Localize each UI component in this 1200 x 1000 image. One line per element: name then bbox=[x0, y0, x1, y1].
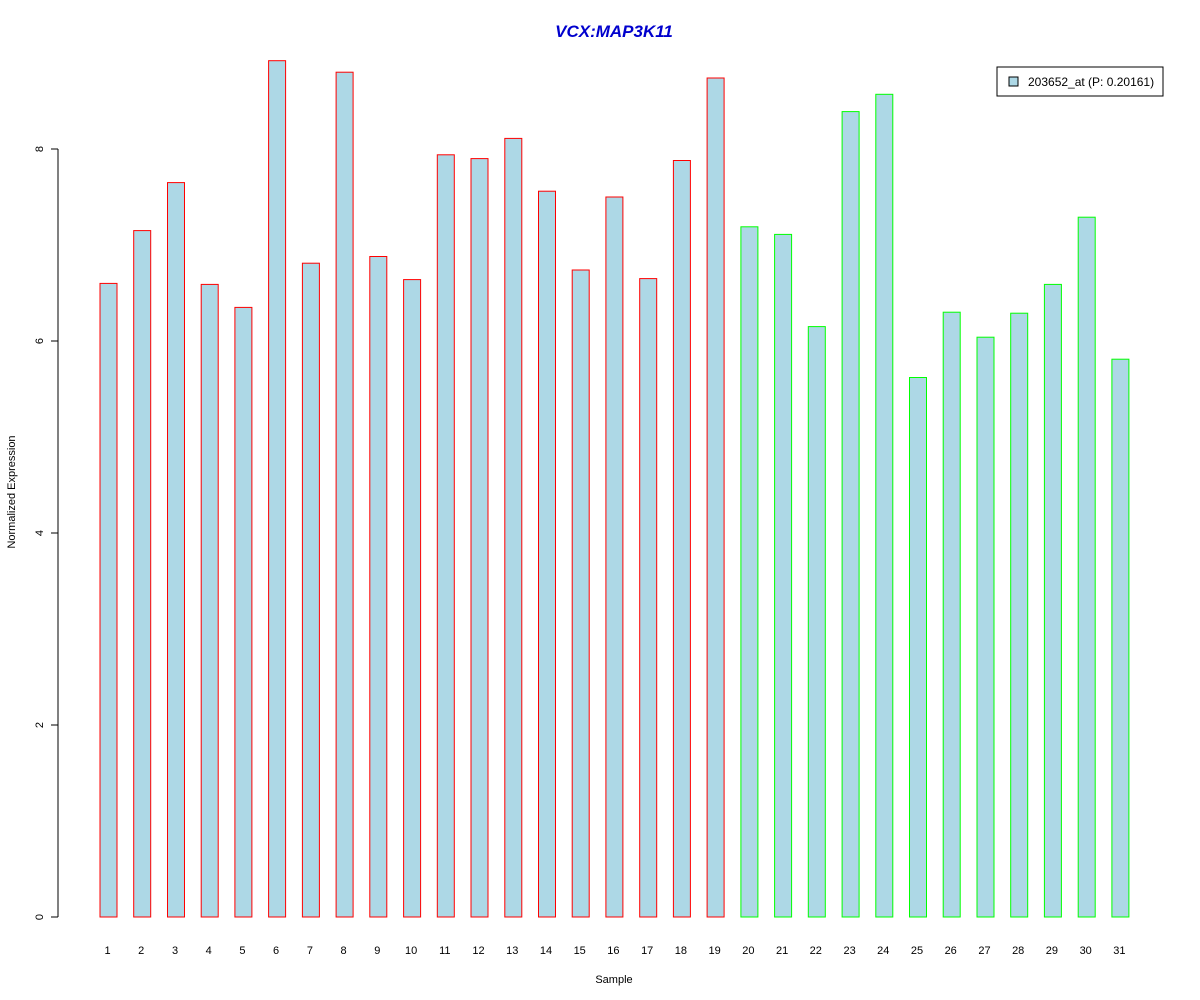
legend: 203652_at (P: 0.20161) bbox=[996, 66, 1164, 97]
bar-sample-19 bbox=[706, 77, 725, 918]
y-tick-label: 0 bbox=[34, 914, 46, 920]
y-tick-label: 6 bbox=[34, 338, 46, 344]
x-tick-label: 29 bbox=[1046, 945, 1058, 957]
bar-sample-23 bbox=[841, 111, 860, 918]
x-tick-label: 31 bbox=[1113, 945, 1125, 957]
bar-sample-22 bbox=[807, 326, 826, 918]
x-tick-label: 8 bbox=[341, 945, 347, 957]
bar-sample-4 bbox=[200, 283, 219, 918]
bar-sample-25 bbox=[909, 377, 927, 918]
x-tick-label: 18 bbox=[675, 945, 687, 957]
x-tick-label: 6 bbox=[273, 945, 279, 957]
bar-sample-27 bbox=[976, 336, 995, 918]
x-tick-label: 1 bbox=[104, 945, 110, 957]
x-tick-label: 28 bbox=[1012, 945, 1024, 957]
y-axis: 0 2 4 6 8 bbox=[34, 146, 59, 920]
bar-sample-21 bbox=[774, 233, 793, 918]
x-tick-label: 3 bbox=[172, 945, 178, 957]
x-tick-label: 23 bbox=[843, 945, 855, 957]
x-tick-label: 22 bbox=[810, 945, 822, 957]
bar-sample-17 bbox=[639, 278, 658, 918]
bar-sample-31 bbox=[1111, 358, 1130, 918]
bar-sample-12 bbox=[470, 158, 489, 918]
bar-sample-24 bbox=[875, 93, 894, 918]
bar-sample-3 bbox=[167, 182, 185, 918]
bar-sample-30 bbox=[1077, 216, 1096, 918]
x-tick-label: 25 bbox=[911, 945, 923, 957]
bar-sample-8 bbox=[335, 71, 354, 918]
x-tick-label: 9 bbox=[374, 945, 380, 957]
x-tick-label: 24 bbox=[877, 945, 889, 957]
x-tick-label: 27 bbox=[978, 945, 990, 957]
x-tick-label: 30 bbox=[1080, 945, 1092, 957]
bar-sample-28 bbox=[1010, 312, 1029, 918]
x-tick-label: 26 bbox=[945, 945, 957, 957]
x-tick-label: 20 bbox=[742, 945, 754, 957]
bar-sample-18 bbox=[672, 160, 691, 918]
bar-sample-2 bbox=[133, 230, 152, 918]
bar-sample-13 bbox=[504, 137, 523, 918]
x-tick-label: 4 bbox=[206, 945, 212, 957]
x-tick-label: 11 bbox=[439, 945, 450, 957]
bar-sample-6 bbox=[268, 60, 287, 918]
bars-group bbox=[99, 60, 1130, 918]
x-tick-label: 21 bbox=[776, 945, 788, 957]
bar-sample-9 bbox=[369, 256, 388, 918]
x-axis-label: Sample bbox=[595, 974, 632, 986]
bar-sample-15 bbox=[571, 269, 590, 918]
legend-label: 203652_at (P: 0.20161) bbox=[1028, 75, 1154, 89]
x-tick-label: 15 bbox=[574, 945, 586, 957]
x-tick-label: 12 bbox=[472, 945, 484, 957]
y-tick-label: 8 bbox=[34, 146, 46, 152]
x-tick-label: 19 bbox=[708, 945, 720, 957]
x-tick-label: 16 bbox=[607, 945, 619, 957]
chart-title: VCX:MAP3K11 bbox=[555, 22, 673, 41]
bar-sample-29 bbox=[1043, 283, 1062, 918]
bar-sample-7 bbox=[301, 262, 320, 918]
y-tick-label: 2 bbox=[34, 722, 46, 728]
x-tick-labels: 1 2 3 4 5 6 7 8 9 10 11 12 13 14 15 16 17 18 19 20 21 22 23 24 2… bbox=[104, 945, 1125, 957]
x-tick-label: 5 bbox=[239, 945, 245, 957]
x-tick-label: 7 bbox=[307, 945, 313, 957]
legend-swatch bbox=[1008, 76, 1019, 87]
x-tick-label: 13 bbox=[506, 945, 518, 957]
bar-sample-26 bbox=[942, 311, 961, 918]
legend-box bbox=[996, 66, 1164, 97]
bar-sample-1 bbox=[99, 282, 118, 918]
bar-sample-10 bbox=[403, 279, 422, 918]
y-axis-label: Normalized Expression bbox=[6, 435, 18, 548]
y-tick-label: 4 bbox=[34, 530, 46, 536]
bar-sample-11 bbox=[436, 154, 455, 918]
x-tick-label: 10 bbox=[405, 945, 417, 957]
x-tick-label: 17 bbox=[641, 945, 653, 957]
bar-sample-14 bbox=[538, 190, 556, 918]
bar-sample-16 bbox=[605, 196, 624, 918]
x-tick-label: 14 bbox=[540, 945, 552, 957]
bar-sample-5 bbox=[234, 306, 253, 918]
bar-sample-20 bbox=[740, 226, 759, 918]
x-tick-label: 2 bbox=[138, 945, 144, 957]
